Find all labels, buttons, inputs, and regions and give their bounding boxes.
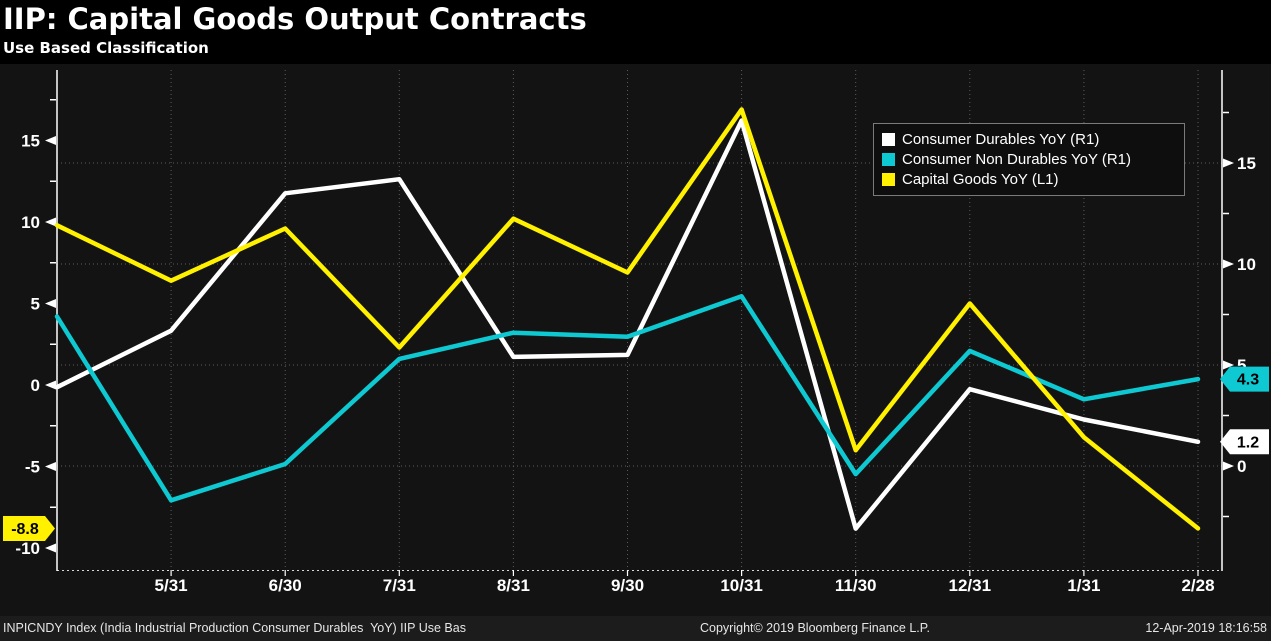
y-axis-right-tick (1223, 259, 1234, 269)
x-axis-month-label: 9/30 (611, 576, 644, 595)
footer-bar: INPICNDY Index (India Industrial Product… (0, 616, 1271, 641)
value-tag-capital-goods (3, 515, 55, 541)
legend-item-capital-goods[interactable]: Capital Goods YoY (L1) (882, 169, 1176, 189)
x-axis-month-label: 10/31 (720, 576, 763, 595)
value-tag-consumer-non-durables (1220, 366, 1269, 392)
chart-header: IIP: Capital Goods Output Contracts Use … (3, 2, 587, 57)
legend-item-consumer-non-durables[interactable]: Consumer Non Durables YoY (R1) (882, 149, 1176, 169)
y-axis-left-tick (45, 462, 56, 471)
legend-item-label: Consumer Durables YoY (R1) (902, 130, 1100, 148)
legend-item-label: Consumer Non Durables YoY (R1) (902, 150, 1132, 168)
y-axis-right-tick (1223, 360, 1234, 370)
x-axis-month-label: 8/31 (497, 576, 530, 595)
x-axis-month-label: 7/31 (383, 576, 416, 595)
footer-copyright: Copyright© 2019 Bloomberg Finance L.P. (700, 621, 930, 635)
x-axis-month-label: 5/31 (155, 576, 188, 595)
y-axis-right-tick (1223, 158, 1234, 168)
series-line-capital-goods (54, 107, 1201, 531)
legend-swatch (882, 132, 895, 146)
y-axis-left-label: 10 (21, 213, 40, 232)
y-axis-left-tick (45, 299, 56, 308)
legend-item-consumer-durables[interactable]: Consumer Durables YoY (R1) (882, 129, 1176, 149)
y-axis-left-tick (45, 136, 56, 145)
y-axis-left-label: 15 (21, 132, 40, 151)
legend-swatch (882, 152, 895, 166)
x-axis-month-label: 1/31 (1067, 576, 1100, 595)
x-axis-month-label: 6/30 (269, 576, 302, 595)
y-axis-left-tick (45, 380, 56, 390)
value-tag-label-consumer-non-durables: 4.3 (1237, 372, 1259, 389)
legend-item-label: Capital Goods YoY (L1) (902, 170, 1059, 188)
footer-security-text: INPICNDY Index (India Industrial Product… (3, 621, 466, 635)
y-axis-left-label: 5 (31, 295, 40, 314)
page-subtitle: Use Based Classification (3, 38, 209, 57)
y-axis-right-label: 0 (1237, 457, 1246, 476)
y-axis-right-label: 5 (1237, 356, 1246, 375)
chart-legend: Consumer Durables YoY (R1) Consumer Non D… (873, 123, 1185, 196)
value-tag-label-capital-goods: -8.8 (11, 521, 39, 538)
y-axis-left-label: -5 (25, 458, 40, 477)
y-axis-left-tick (45, 217, 56, 227)
series-line-consumer-non-durables (54, 294, 1201, 503)
value-tag-consumer-durables (1220, 429, 1269, 455)
value-tag-label-consumer-durables: 1.2 (1237, 434, 1259, 451)
x-axis-month-label: 12/31 (949, 576, 992, 595)
x-axis-month-label: 11/30 (835, 576, 877, 595)
y-axis-left-label: 0 (31, 376, 40, 395)
y-axis-left-tick (45, 543, 56, 553)
series-line-consumer-durables (54, 118, 1201, 531)
y-axis-right-label: 15 (1237, 154, 1256, 173)
y-axis-right-tick (1223, 461, 1234, 471)
y-axis-right-label: 10 (1237, 255, 1256, 274)
x-axis-month-label: 2/28 (1181, 576, 1214, 595)
y-axis-left-label: -10 (15, 539, 40, 558)
page-title: IIP: Capital Goods Output Contracts (3, 2, 587, 36)
footer-timestamp: 12-Apr-2019 18:16:58 (1145, 621, 1267, 635)
legend-swatch (882, 172, 895, 186)
